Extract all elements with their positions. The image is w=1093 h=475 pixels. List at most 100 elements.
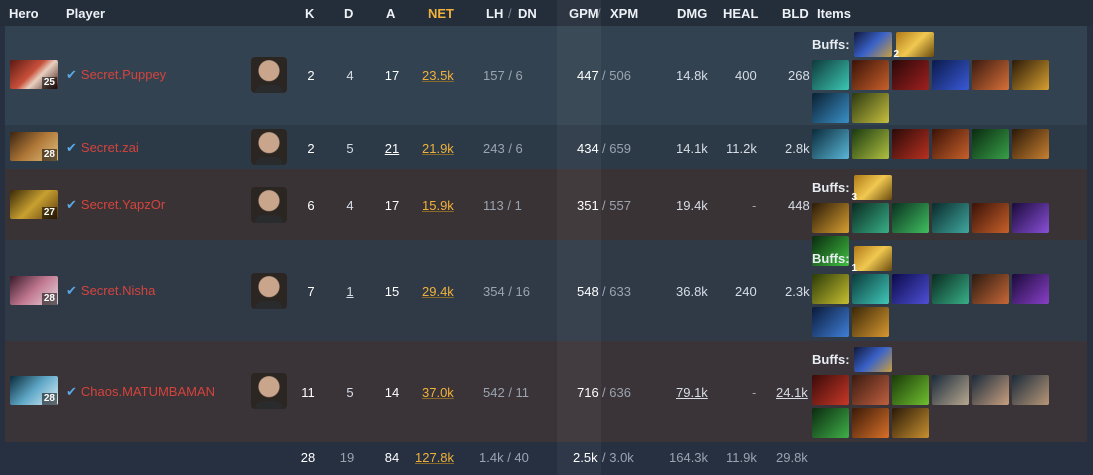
buffs-label: Buffs:: [812, 250, 850, 266]
net-worth[interactable]: 29.4k: [422, 284, 454, 299]
header-heal[interactable]: HEAL: [723, 6, 759, 21]
header-assists[interactable]: A: [386, 6, 396, 21]
hero-portrait[interactable]: 27: [10, 190, 58, 219]
avatar[interactable]: [251, 373, 287, 409]
buffs-label: Buffs:: [812, 351, 850, 367]
item-icon[interactable]: [852, 274, 889, 304]
item-icon[interactable]: [892, 375, 929, 405]
item-icon[interactable]: [932, 129, 969, 159]
header-slash: /: [508, 6, 512, 21]
item-icon[interactable]: [932, 60, 969, 90]
moon-shard-buff-icon[interactable]: 2: [894, 31, 934, 60]
item-icon[interactable]: [852, 375, 889, 405]
header-gpm[interactable]: GPM: [569, 6, 599, 21]
header-net[interactable]: NET: [428, 6, 454, 21]
last-hits: 157: [483, 68, 505, 83]
player-name-cell[interactable]: ✔ Secret.Puppey: [66, 67, 166, 83]
header-kills[interactable]: K: [305, 6, 315, 21]
item-icon[interactable]: [812, 60, 849, 90]
item-icon[interactable]: [932, 203, 969, 233]
header-deaths[interactable]: D: [344, 6, 354, 21]
denies: 6: [515, 141, 523, 156]
player-name[interactable]: Chaos.MATUMBAMAN: [80, 384, 216, 399]
item-icon[interactable]: [852, 408, 889, 438]
item-icon[interactable]: [932, 375, 969, 405]
item-icon[interactable]: [1012, 129, 1049, 159]
item-icon[interactable]: [812, 375, 849, 405]
item-icon[interactable]: [852, 60, 889, 90]
damage: 36.8k: [676, 284, 708, 299]
header-player[interactable]: Player: [66, 6, 106, 21]
item-icon[interactable]: [812, 408, 849, 438]
net-worth[interactable]: 21.9k: [422, 141, 454, 156]
net-worth[interactable]: 23.5k: [422, 68, 454, 83]
player-name-cell[interactable]: ✔ Secret.zai: [66, 140, 139, 156]
avatar[interactable]: [251, 129, 287, 165]
avatar[interactable]: [251, 273, 287, 309]
item-icon[interactable]: [1012, 203, 1049, 233]
item-icon[interactable]: [892, 274, 929, 304]
item-icon[interactable]: [812, 274, 849, 304]
item-icon[interactable]: [892, 203, 929, 233]
hero-portrait[interactable]: 28: [10, 132, 58, 161]
item-icon[interactable]: [972, 203, 1009, 233]
item-icon[interactable]: [812, 236, 849, 266]
item-icon[interactable]: [972, 60, 1009, 90]
net-worth[interactable]: 15.9k: [422, 198, 454, 213]
xpm: 633: [609, 284, 631, 299]
aghanims-shard-buff-icon[interactable]: [853, 31, 892, 57]
assists: 15: [384, 284, 400, 299]
item-icon[interactable]: [1012, 274, 1049, 304]
item-icon[interactable]: [852, 93, 889, 123]
items-panel: Buffs:: [812, 346, 1082, 438]
header-lh[interactable]: LH: [486, 6, 504, 21]
moon-shard-buff-icon[interactable]: 1: [852, 245, 892, 274]
aghanims-shard-buff-icon[interactable]: [853, 346, 892, 372]
player-name-cell[interactable]: ✔ Secret.YapzOr: [66, 197, 165, 213]
moon-shard-buff-icon[interactable]: 3: [852, 174, 892, 203]
item-icon[interactable]: [972, 274, 1009, 304]
last-hits: 113: [483, 198, 504, 213]
player-name[interactable]: Secret.Puppey: [80, 67, 167, 82]
item-icon[interactable]: [812, 129, 849, 159]
hero-portrait[interactable]: 28: [10, 276, 58, 305]
player-name[interactable]: Secret.YapzOr: [80, 197, 166, 212]
item-icon[interactable]: [812, 203, 849, 233]
items-panel: Buffs: 1: [812, 245, 1082, 337]
verified-icon: ✔: [66, 197, 77, 212]
header-dn[interactable]: DN: [518, 6, 537, 21]
item-icon[interactable]: [892, 129, 929, 159]
player-name[interactable]: Secret.zai: [80, 140, 139, 155]
building-damage: 2.8k: [785, 141, 810, 156]
deaths: 5: [346, 385, 354, 400]
item-icon[interactable]: [892, 408, 929, 438]
item-icon[interactable]: [1012, 375, 1049, 405]
avatar[interactable]: [251, 57, 287, 93]
item-icon[interactable]: [812, 93, 849, 123]
header-hero[interactable]: Hero: [9, 6, 39, 21]
item-icon[interactable]: [852, 129, 889, 159]
player-name-cell[interactable]: ✔ Chaos.MATUMBAMAN: [66, 384, 215, 400]
item-icon[interactable]: [892, 60, 929, 90]
item-icon[interactable]: [852, 307, 889, 337]
hero-level: 28: [41, 393, 57, 405]
header-xpm[interactable]: XPM: [610, 6, 639, 21]
avatar[interactable]: [251, 187, 287, 223]
item-icon[interactable]: [1012, 60, 1049, 90]
header-bld[interactable]: BLD: [782, 6, 809, 21]
item-slots: [812, 60, 1082, 123]
item-icon[interactable]: [972, 375, 1009, 405]
player-name-cell[interactable]: ✔ Secret.Nisha: [66, 283, 155, 299]
header-dmg[interactable]: DMG: [677, 6, 708, 21]
player-name[interactable]: Secret.Nisha: [80, 283, 156, 298]
item-icon[interactable]: [812, 307, 849, 337]
item-icon[interactable]: [852, 203, 889, 233]
items-panel: Buffs: 2: [812, 31, 1082, 123]
hero-portrait[interactable]: 28: [10, 376, 58, 405]
hero-portrait[interactable]: 25: [10, 60, 58, 89]
item-icon[interactable]: [932, 274, 969, 304]
net-worth[interactable]: 37.0k: [422, 385, 454, 400]
item-icon[interactable]: [972, 129, 1009, 159]
assists: 17: [384, 198, 400, 213]
